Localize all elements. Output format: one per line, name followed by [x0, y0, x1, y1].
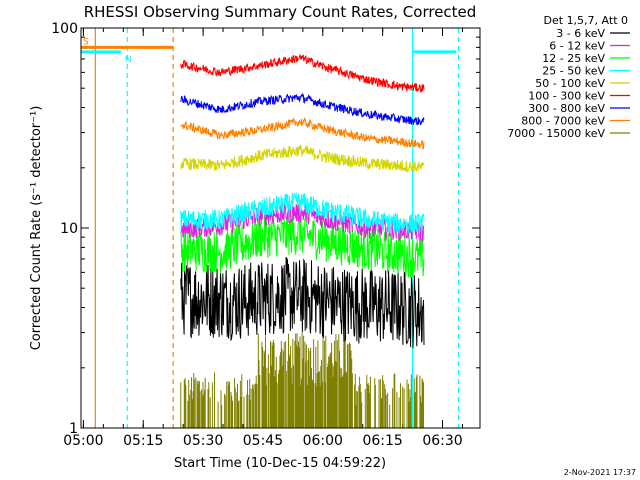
legend-label: 12 - 25 keV: [542, 52, 605, 65]
series-line: [180, 256, 425, 349]
x-tick-label: 05:00: [63, 433, 103, 449]
legend-header: Det 1,5,7, Att 0: [544, 14, 628, 27]
legend-label: 3 - 6 keV: [556, 27, 605, 40]
y-tick-label: 10: [60, 221, 78, 237]
flag-label: N: [125, 55, 132, 65]
flag-label: S: [83, 37, 89, 47]
legend-label: 100 - 300 keV: [528, 90, 605, 103]
legend-label: 25 - 50 keV: [542, 65, 605, 78]
plot-frame: [80, 27, 481, 429]
x-tick-label: 05:15: [123, 433, 163, 449]
series-line: [180, 192, 425, 235]
x-tick-label: 06:30: [422, 433, 462, 449]
legend-label: 7000 - 15000 keV: [507, 127, 605, 140]
x-tick-label: 06:15: [362, 433, 402, 449]
series-line: [180, 144, 425, 174]
y-tick-label: 100: [51, 21, 78, 37]
x-tick-label: 05:30: [183, 433, 223, 449]
series-line: [180, 212, 425, 278]
series-line: [180, 54, 425, 93]
y-axis-label: Corrected Count Rate (s⁻¹ detector⁻¹): [29, 106, 44, 351]
legend-label: 6 - 12 keV: [549, 40, 605, 53]
x-tick-label: 05:45: [243, 433, 283, 449]
y-tick-label: 1: [69, 421, 78, 437]
x-axis-label: Start Time (10-Dec-15 04:59:22): [174, 456, 386, 471]
legend-label: 300 - 800 keV: [528, 102, 605, 115]
series-line: [180, 92, 425, 126]
series-line: [180, 116, 425, 150]
series-line: [180, 332, 424, 428]
legend-label: 800 - 7000 keV: [521, 115, 605, 128]
x-tick-label: 06:00: [303, 433, 343, 449]
chart-title: RHESSI Observing Summary Count Rates, Co…: [84, 3, 477, 21]
legend-label: 50 - 100 keV: [535, 77, 605, 90]
footer-timestamp: 2-Nov-2021 17:37: [564, 468, 636, 477]
